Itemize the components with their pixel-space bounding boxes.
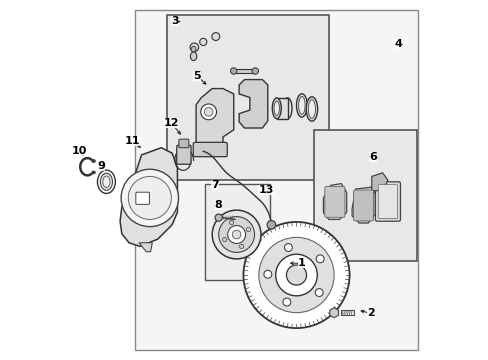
Polygon shape — [239, 80, 267, 128]
Circle shape — [204, 108, 212, 116]
Ellipse shape — [97, 170, 115, 193]
Ellipse shape — [100, 173, 112, 190]
Ellipse shape — [305, 97, 317, 121]
Circle shape — [211, 33, 219, 41]
Circle shape — [229, 220, 233, 225]
Text: 2: 2 — [366, 309, 374, 318]
Ellipse shape — [274, 101, 279, 116]
Circle shape — [246, 227, 250, 231]
Text: 4: 4 — [393, 40, 401, 49]
Text: 10: 10 — [72, 146, 87, 156]
Bar — [167, 15, 328, 180]
FancyBboxPatch shape — [353, 190, 373, 221]
FancyBboxPatch shape — [375, 182, 400, 221]
Circle shape — [283, 298, 290, 306]
Polygon shape — [371, 173, 387, 191]
Ellipse shape — [283, 98, 291, 119]
Ellipse shape — [296, 94, 306, 117]
Circle shape — [121, 169, 178, 226]
Circle shape — [243, 222, 349, 328]
Circle shape — [92, 171, 95, 174]
Ellipse shape — [190, 52, 196, 60]
Text: 5: 5 — [193, 71, 201, 81]
FancyBboxPatch shape — [324, 186, 344, 217]
Polygon shape — [329, 308, 338, 318]
Text: 12: 12 — [163, 118, 179, 128]
Bar — [204, 184, 269, 280]
Ellipse shape — [102, 176, 110, 188]
Ellipse shape — [298, 96, 305, 114]
Circle shape — [201, 104, 216, 120]
Circle shape — [190, 43, 198, 51]
Bar — [341, 310, 353, 315]
Text: 8: 8 — [214, 200, 222, 210]
FancyBboxPatch shape — [136, 192, 149, 204]
Polygon shape — [351, 187, 375, 223]
Circle shape — [232, 230, 241, 239]
Circle shape — [230, 68, 237, 74]
Circle shape — [215, 214, 222, 221]
Circle shape — [275, 254, 317, 296]
Text: 6: 6 — [368, 152, 376, 162]
Ellipse shape — [308, 100, 315, 118]
Text: 11: 11 — [124, 136, 140, 146]
Bar — [135, 10, 418, 350]
Circle shape — [286, 265, 306, 285]
Polygon shape — [196, 89, 233, 146]
Text: 1: 1 — [297, 258, 305, 268]
Bar — [314, 130, 416, 261]
Bar — [233, 69, 255, 73]
Circle shape — [222, 237, 226, 242]
FancyBboxPatch shape — [378, 185, 397, 219]
Circle shape — [251, 68, 258, 74]
Text: 13: 13 — [258, 185, 273, 195]
Circle shape — [92, 159, 95, 162]
Polygon shape — [120, 148, 177, 246]
Text: 3: 3 — [171, 17, 179, 27]
Circle shape — [227, 226, 245, 243]
Ellipse shape — [191, 46, 196, 52]
Text: 9: 9 — [97, 161, 105, 171]
Bar — [276, 98, 287, 119]
Circle shape — [316, 255, 324, 263]
FancyBboxPatch shape — [176, 145, 191, 164]
Circle shape — [264, 270, 271, 278]
Circle shape — [199, 39, 206, 45]
Polygon shape — [139, 243, 152, 252]
FancyBboxPatch shape — [179, 139, 188, 148]
FancyBboxPatch shape — [193, 142, 227, 157]
Circle shape — [284, 244, 292, 251]
Ellipse shape — [272, 98, 281, 119]
Circle shape — [266, 221, 275, 229]
Text: 7: 7 — [211, 180, 219, 190]
Circle shape — [239, 244, 244, 248]
Circle shape — [212, 210, 261, 259]
Circle shape — [315, 289, 323, 297]
Circle shape — [128, 176, 171, 220]
Circle shape — [218, 217, 254, 252]
Circle shape — [258, 237, 333, 313]
Polygon shape — [323, 184, 346, 220]
